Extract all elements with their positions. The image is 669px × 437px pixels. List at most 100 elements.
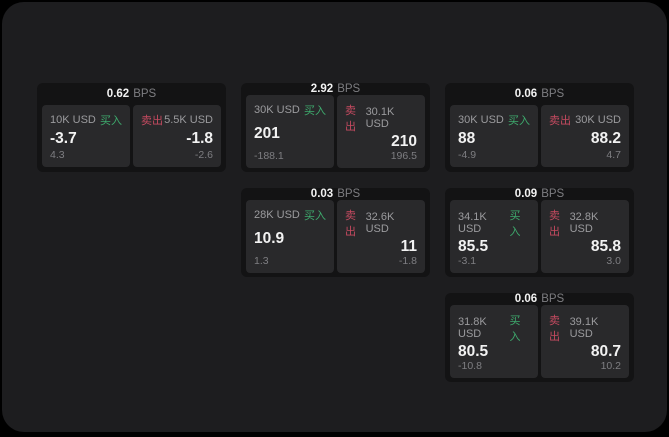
sell-quote-tile[interactable]: 卖出 32.8K USD 85.8 3.0 (541, 200, 629, 273)
sell-amount: 5.5K USD (164, 114, 213, 126)
sell-delta: 3.0 (606, 254, 621, 267)
buy-tile-header: 31.8K USD 买入 (458, 312, 530, 344)
sell-tile-header: 卖出 39.1K USD (549, 312, 621, 344)
quote-card: 0.62 BPS 10K USD 买入 -3.7 4.3 卖出 5.5K USD (37, 83, 226, 172)
buy-side-label: 买入 (508, 115, 530, 127)
sell-delta: 196.5 (390, 149, 417, 162)
sell-side-label: 卖出 (345, 210, 356, 238)
buy-amount: 31.8K USD (458, 316, 487, 340)
spread-value: 2.92 (310, 83, 334, 95)
quote-panes: 34.1K USD 买入 85.5 -3.1 卖出 32.8K USD 85.8… (450, 200, 629, 273)
sell-delta: -1.8 (398, 254, 417, 267)
buy-side-label: 买入 (100, 115, 122, 127)
buy-side-label: 买入 (509, 210, 521, 238)
sell-tile-header: 卖出 30.1K USD (345, 102, 417, 134)
buy-side-label: 买入 (304, 210, 326, 222)
sell-quote-tile[interactable]: 卖出 30.1K USD 210 196.5 (337, 95, 425, 168)
sell-price: 85.8 (590, 238, 621, 255)
bps-unit-label: BPS (337, 188, 361, 200)
sell-side-label: 卖出 (549, 210, 560, 238)
buy-price: 85.5 (458, 238, 489, 255)
sell-price: 210 (391, 133, 417, 150)
buy-quote-tile[interactable]: 31.8K USD 买入 80.5 -10.8 (450, 305, 538, 378)
buy-amount: 34.1K USD (458, 211, 487, 235)
buy-amount: 30K USD (458, 114, 504, 126)
buy-price: 10.9 (254, 230, 285, 247)
buy-delta: 4.3 (50, 149, 65, 161)
quote-panes: 30K USD 买入 201 -188.1 卖出 30.1K USD 210 1… (246, 95, 425, 168)
sell-price: -1.8 (186, 129, 213, 147)
sell-amount: 32.6K USD (365, 211, 395, 235)
quote-panes: 30K USD 买入 88 -4.9 卖出 30K USD 88.2 4.7 (450, 105, 629, 167)
sell-quote-tile[interactable]: 卖出 30K USD 88.2 4.7 (541, 105, 629, 167)
quote-card-grid: 0.62 BPS 10K USD 买入 -3.7 4.3 卖出 5.5K USD (2, 2, 667, 382)
sell-amount: 30.1K USD (365, 106, 395, 130)
sell-delta: 4.7 (606, 149, 621, 161)
quote-card: 0.09 BPS 34.1K USD 买入 85.5 -3.1 卖出 32.8K… (445, 188, 634, 277)
sell-delta: -2.6 (194, 149, 213, 161)
sell-side-label: 卖出 (345, 105, 356, 133)
buy-delta: -4.9 (458, 149, 477, 161)
spread-header: 0.06 BPS (450, 83, 629, 105)
sell-tile-header: 卖出 32.8K USD (549, 207, 621, 239)
spread-value: 0.03 (310, 188, 334, 200)
buy-tile-header: 34.1K USD 买入 (458, 207, 530, 239)
bps-unit-label: BPS (337, 83, 361, 95)
spread-value: 0.62 (106, 88, 130, 100)
sell-tile-header: 卖出 32.6K USD (345, 207, 417, 239)
sell-side-label: 卖出 (549, 315, 560, 343)
buy-tile-header: 28K USD 买入 (254, 207, 326, 223)
spread-header: 2.92 BPS (246, 83, 425, 95)
spread-header: 0.06 BPS (450, 293, 629, 305)
sell-quote-tile[interactable]: 卖出 5.5K USD -1.8 -2.6 (133, 105, 221, 167)
sell-amount: 32.8K USD (569, 211, 599, 235)
sell-side-label: 卖出 (549, 115, 571, 127)
spread-header: 0.09 BPS (450, 188, 629, 200)
bps-unit-label: BPS (133, 88, 157, 100)
bps-unit-label: BPS (541, 188, 565, 200)
quote-panes: 28K USD 买入 10.9 1.3 卖出 32.6K USD 11 -1.8 (246, 200, 425, 273)
buy-quote-tile[interactable]: 34.1K USD 买入 85.5 -3.1 (450, 200, 538, 273)
buy-tile-header: 10K USD 买入 (50, 112, 122, 128)
sell-quote-tile[interactable]: 卖出 39.1K USD 80.7 10.2 (541, 305, 629, 378)
buy-quote-tile[interactable]: 30K USD 买入 201 -188.1 (246, 95, 334, 168)
buy-price: -3.7 (50, 129, 77, 147)
buy-tile-header: 30K USD 买入 (458, 112, 530, 128)
sell-tile-header: 卖出 30K USD (549, 112, 621, 128)
sell-delta: 10.2 (600, 359, 621, 372)
trading-quotes-panel: 0.62 BPS 10K USD 买入 -3.7 4.3 卖出 5.5K USD (2, 2, 667, 432)
sell-tile-header: 卖出 5.5K USD (141, 112, 213, 128)
spread-value: 0.09 (514, 188, 538, 200)
quote-panes: 31.8K USD 买入 80.5 -10.8 卖出 39.1K USD 80.… (450, 305, 629, 378)
spread-header: 0.62 BPS (42, 83, 221, 105)
sell-price: 11 (400, 238, 417, 255)
buy-price: 201 (254, 125, 280, 142)
buy-delta: 1.3 (254, 254, 269, 267)
buy-tile-header: 30K USD 买入 (254, 102, 326, 118)
buy-quote-tile[interactable]: 10K USD 买入 -3.7 4.3 (42, 105, 130, 167)
buy-price: 80.5 (458, 343, 489, 360)
sell-price: 88.2 (590, 129, 621, 147)
buy-delta: -3.1 (458, 254, 477, 267)
buy-price: 88 (458, 129, 476, 147)
quote-card: 0.06 BPS 30K USD 买入 88 -4.9 卖出 30K USD (445, 83, 634, 172)
spread-value: 0.06 (514, 88, 538, 100)
buy-quote-tile[interactable]: 28K USD 买入 10.9 1.3 (246, 200, 334, 273)
bps-unit-label: BPS (541, 293, 565, 305)
quote-card: 0.03 BPS 28K USD 买入 10.9 1.3 卖出 32.6K US… (241, 188, 430, 277)
spread-value: 0.06 (514, 293, 538, 305)
buy-delta: -188.1 (254, 149, 284, 162)
quote-card: 2.92 BPS 30K USD 买入 201 -188.1 卖出 30.1K … (241, 83, 430, 172)
quote-panes: 10K USD 买入 -3.7 4.3 卖出 5.5K USD -1.8 -2.… (42, 105, 221, 167)
sell-amount: 39.1K USD (569, 316, 599, 340)
buy-side-label: 买入 (304, 105, 326, 117)
buy-amount: 28K USD (254, 209, 300, 221)
buy-amount: 30K USD (254, 104, 300, 116)
buy-amount: 10K USD (50, 114, 96, 126)
spread-header: 0.03 BPS (246, 188, 425, 200)
buy-delta: -10.8 (458, 359, 482, 372)
buy-side-label: 买入 (509, 315, 521, 343)
sell-quote-tile[interactable]: 卖出 32.6K USD 11 -1.8 (337, 200, 425, 273)
buy-quote-tile[interactable]: 30K USD 买入 88 -4.9 (450, 105, 538, 167)
bps-unit-label: BPS (541, 88, 565, 100)
